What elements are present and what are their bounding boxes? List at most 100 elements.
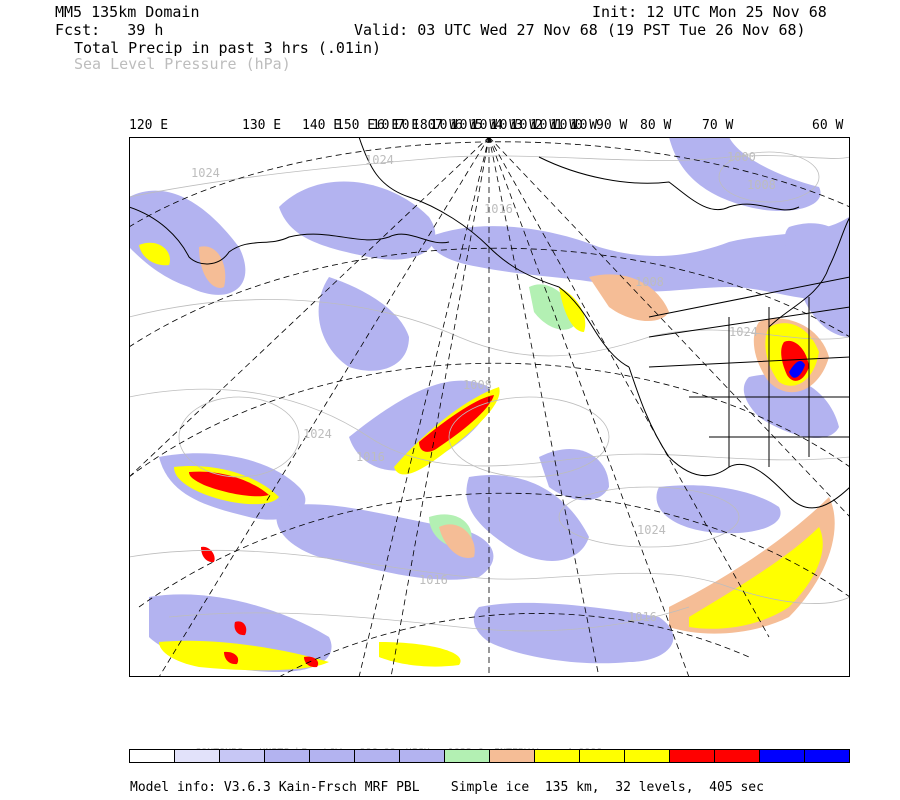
valid-time: Valid: 03 UTC Wed 27 Nov 68 (19 PST Tue … bbox=[354, 21, 806, 39]
colorbar bbox=[129, 749, 850, 763]
longitude-line bbox=[358, 137, 490, 677]
precip-area bbox=[224, 651, 239, 665]
coastline-alaska bbox=[358, 137, 630, 368]
latlon-grid bbox=[129, 137, 850, 677]
pressure-label: 1024 bbox=[729, 325, 758, 339]
isobar bbox=[168, 606, 690, 632]
lon-label: 170 E bbox=[392, 118, 419, 133]
lon-label: 140 E bbox=[302, 118, 342, 133]
lon-label: 120 W bbox=[530, 118, 557, 133]
lon-label: 60 W bbox=[812, 118, 844, 133]
colorbar-cell bbox=[265, 750, 310, 762]
isobar-contours bbox=[129, 151, 850, 632]
precip-light-areas bbox=[129, 137, 850, 672]
longitude-line bbox=[488, 137, 690, 677]
colorbar-cell bbox=[445, 750, 490, 762]
isobar bbox=[448, 396, 610, 478]
precip-area bbox=[279, 181, 436, 260]
lon-label: 130 W bbox=[510, 118, 537, 133]
longitude-line bbox=[129, 137, 490, 478]
latitude-line bbox=[129, 247, 850, 348]
precip-area bbox=[784, 223, 850, 337]
pressure-label: 1000 bbox=[727, 150, 756, 164]
pressure-label: 1024 bbox=[637, 523, 666, 537]
lon-label: 150 W bbox=[470, 118, 497, 133]
precip-area bbox=[189, 471, 269, 497]
pressure-label: 1024 bbox=[303, 427, 332, 441]
pressure-label: 1024 bbox=[191, 166, 220, 180]
colorbar-cell bbox=[310, 750, 355, 762]
longitude-line bbox=[390, 137, 490, 677]
lon-label: 170 W bbox=[430, 118, 457, 133]
colorbar-cell bbox=[400, 750, 445, 762]
colorbar-cell bbox=[130, 750, 175, 762]
longitude-line bbox=[488, 137, 600, 677]
precip-area bbox=[159, 640, 329, 671]
precip-area bbox=[656, 485, 781, 534]
isobar bbox=[558, 486, 740, 548]
precip-area bbox=[689, 527, 823, 629]
lon-label: 100 W bbox=[570, 118, 597, 133]
precip-area bbox=[669, 137, 821, 211]
lon-label: 160 W bbox=[450, 118, 477, 133]
lon-label: 130 E bbox=[242, 118, 282, 133]
coastline-asia bbox=[129, 206, 450, 265]
precip-area bbox=[589, 274, 669, 322]
isobar bbox=[129, 388, 850, 467]
precip-area bbox=[276, 504, 494, 580]
colorbar-cell bbox=[175, 750, 220, 762]
pressure-label: 1016 bbox=[628, 610, 657, 624]
lon-label: 150 E bbox=[336, 118, 376, 133]
precip-area bbox=[529, 284, 579, 330]
pressure-label: 1008 bbox=[463, 378, 492, 392]
coastline-na-west bbox=[628, 366, 850, 509]
lon-label: 90 W bbox=[596, 118, 628, 133]
precip-map: 1024 1024 1016 1000 1008 1008 1024 1008 … bbox=[129, 137, 850, 677]
latitude-line bbox=[129, 362, 850, 478]
init-time: Init: 12 UTC Mon 25 Nov 68 bbox=[592, 3, 827, 21]
lon-label: 110 W bbox=[550, 118, 577, 133]
longitude-line bbox=[488, 137, 850, 518]
lon-label: 70 W bbox=[702, 118, 734, 133]
isobar bbox=[178, 396, 300, 478]
latitude-line bbox=[129, 141, 850, 228]
lon-label: 80 W bbox=[640, 118, 672, 133]
precip-area bbox=[199, 246, 226, 288]
longitude-line bbox=[488, 137, 770, 638]
coastline-arctic bbox=[538, 156, 800, 211]
colorbar-cell bbox=[490, 750, 535, 762]
isobar bbox=[129, 549, 850, 604]
isobar bbox=[129, 155, 850, 198]
precip-area bbox=[466, 475, 589, 561]
field-label-slp: Sea Level Pressure (hPa) bbox=[74, 55, 291, 73]
colorbar-cell bbox=[580, 750, 625, 762]
lon-label: 140 W bbox=[490, 118, 517, 133]
colorbar-cell bbox=[220, 750, 265, 762]
colorbar-cell bbox=[760, 750, 805, 762]
pressure-label: 1016 bbox=[484, 202, 513, 216]
state-borders bbox=[648, 276, 850, 467]
pressure-label: 1008 bbox=[747, 178, 776, 192]
colorbar-cell bbox=[535, 750, 580, 762]
colorbar-cell bbox=[625, 750, 670, 762]
precip-area bbox=[318, 277, 409, 371]
colorbar-cell bbox=[715, 750, 760, 762]
precip-area bbox=[743, 374, 839, 438]
precip-area bbox=[439, 524, 475, 558]
pressure-label: 1016 bbox=[356, 450, 385, 464]
colorbar-cell bbox=[670, 750, 715, 762]
precip-blue-core bbox=[789, 361, 805, 378]
forecast-hour: Fcst: 39 h bbox=[55, 21, 164, 39]
precip-area bbox=[419, 395, 494, 452]
precip-area bbox=[234, 621, 247, 636]
colorbar-cell bbox=[805, 750, 849, 762]
isobar bbox=[129, 299, 850, 357]
pressure-label: 1016 bbox=[419, 573, 448, 587]
lon-label: 160 E bbox=[372, 118, 399, 133]
model-info: Model info: V3.6.3 Kain-Frsch MRF PBL Si… bbox=[130, 780, 764, 795]
precip-area bbox=[473, 602, 674, 664]
isobar bbox=[718, 151, 820, 203]
precip-area bbox=[429, 217, 850, 300]
pressure-label: 1008 bbox=[635, 275, 664, 289]
latitude-line bbox=[138, 492, 850, 608]
